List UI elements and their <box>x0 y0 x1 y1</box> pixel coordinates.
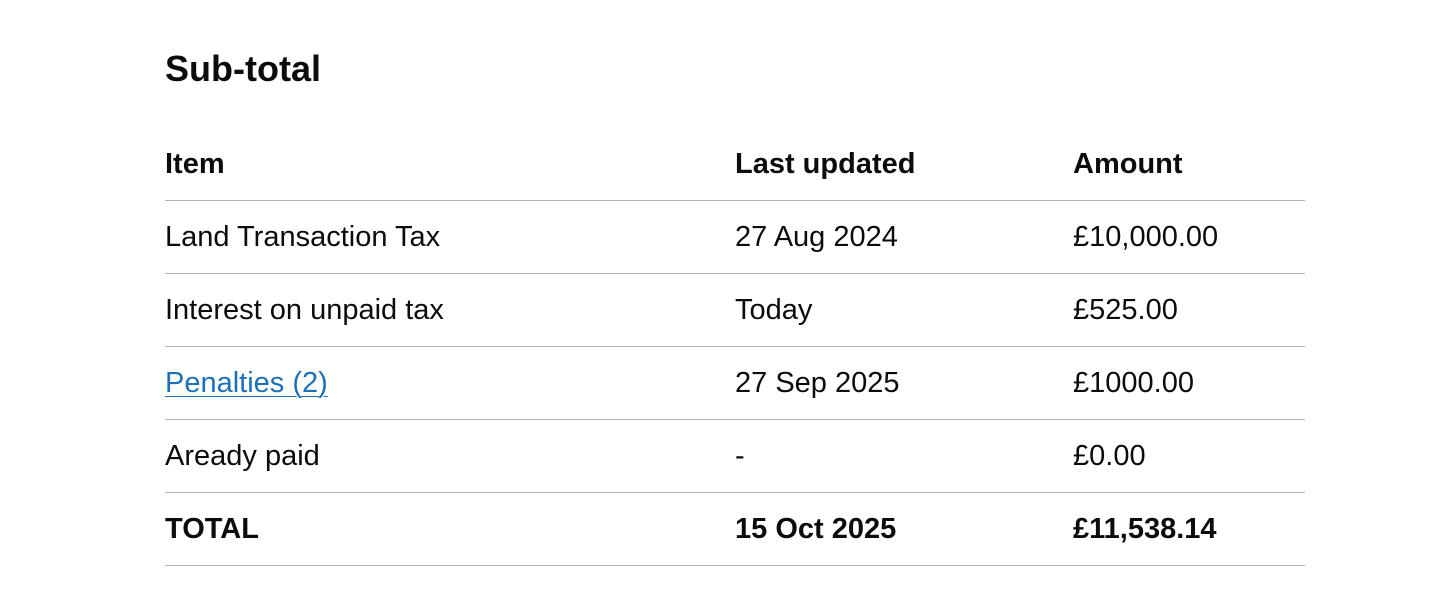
table-row: Penalties (2) 27 Sep 2025 £1000.00 <box>165 346 1305 420</box>
cell-item: Penalties (2) <box>165 346 735 420</box>
total-row: TOTAL 15 Oct 2025 £11,538.14 <box>165 492 1305 566</box>
table-row: Land Transaction Tax 27 Aug 2024 £10,000… <box>165 200 1305 274</box>
column-header-item: Item <box>165 130 735 201</box>
total-label: TOTAL <box>165 492 735 566</box>
cell-amount: £0.00 <box>1073 419 1305 493</box>
table-body: Land Transaction Tax 27 Aug 2024 £10,000… <box>165 200 1305 566</box>
total-amount: £11,538.14 <box>1073 492 1305 566</box>
cell-amount: £1000.00 <box>1073 346 1305 420</box>
cell-amount: £525.00 <box>1073 273 1305 347</box>
cell-last-updated: 27 Aug 2024 <box>735 200 1073 274</box>
column-header-last-updated: Last updated <box>735 130 1073 201</box>
cell-item: Interest on unpaid tax <box>165 273 735 347</box>
subtotal-section: Sub-total Item Last updated Amount Land … <box>165 46 1305 566</box>
section-heading: Sub-total <box>165 48 321 89</box>
cell-item: Land Transaction Tax <box>165 200 735 274</box>
penalties-link[interactable]: Penalties (2) <box>165 366 328 399</box>
table-row: Aready paid - £0.00 <box>165 419 1305 493</box>
cell-last-updated: - <box>735 419 1073 493</box>
total-date: 15 Oct 2025 <box>735 492 1073 566</box>
cell-last-updated: Today <box>735 273 1073 347</box>
header-row: Item Last updated Amount <box>165 130 1305 201</box>
cell-amount: £10,000.00 <box>1073 200 1305 274</box>
subtotal-table: Item Last updated Amount Land Transactio… <box>165 130 1305 566</box>
table-row: Interest on unpaid tax Today £525.00 <box>165 273 1305 347</box>
table-header: Item Last updated Amount <box>165 130 1305 201</box>
cell-last-updated: 27 Sep 2025 <box>735 346 1073 420</box>
cell-item: Aready paid <box>165 419 735 493</box>
column-header-amount: Amount <box>1073 130 1305 201</box>
